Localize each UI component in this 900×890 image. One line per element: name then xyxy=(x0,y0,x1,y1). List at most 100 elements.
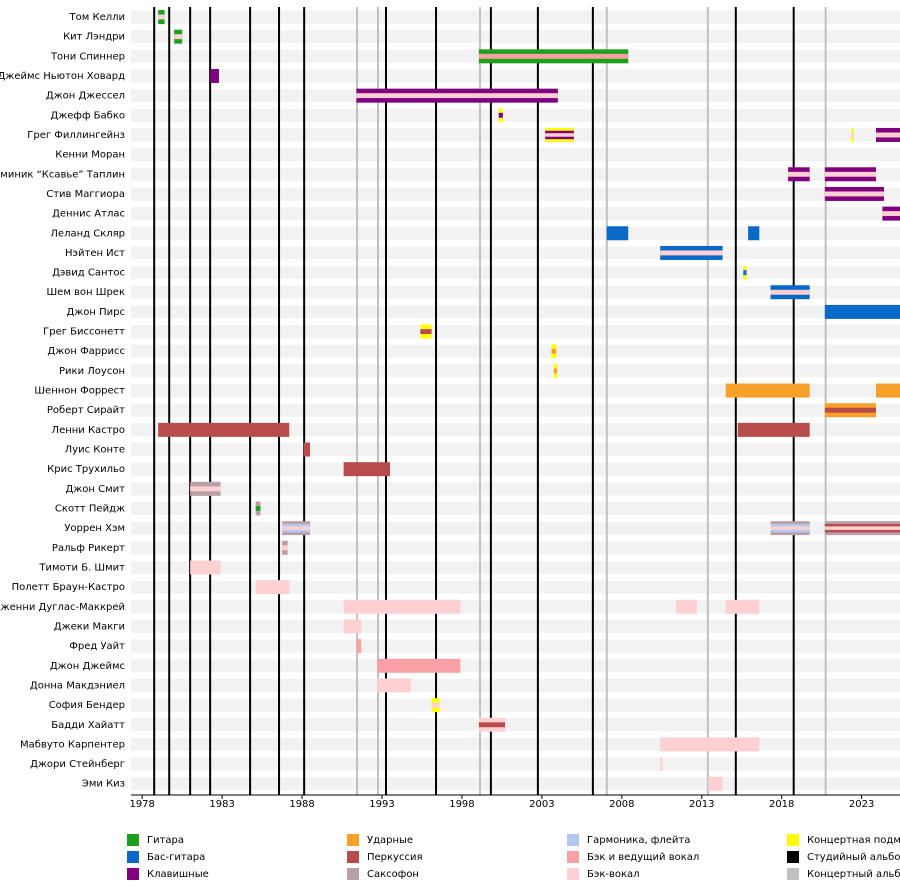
row-band xyxy=(131,639,900,653)
member-bar xyxy=(282,545,288,551)
member-bar xyxy=(725,599,760,614)
legend-label: Бэк и ведущий вокал xyxy=(587,852,699,863)
member-name: Дэвид Сантос xyxy=(52,268,125,279)
member-name: Скотт Пейдж xyxy=(55,504,125,515)
member-bar xyxy=(210,68,219,83)
member-bar xyxy=(190,560,221,575)
row-band xyxy=(131,69,900,83)
member-name: Джефф Бабко xyxy=(50,110,125,121)
member-bar xyxy=(158,14,165,20)
member-name: София Бендер xyxy=(49,700,125,711)
member-name: Ральф Рикерт xyxy=(52,543,125,554)
row-band xyxy=(131,600,900,614)
row-band xyxy=(131,757,900,771)
row-band xyxy=(131,462,900,476)
member-name: Джон Смит xyxy=(65,484,125,495)
x-tick-label: 2008 xyxy=(609,799,634,810)
legend-label: Студийный альбом xyxy=(807,852,900,863)
member-bar xyxy=(743,270,747,276)
row-band xyxy=(131,148,900,162)
row-band xyxy=(131,30,900,44)
row-band xyxy=(131,108,900,122)
member-bar xyxy=(343,619,362,634)
member-bar xyxy=(676,599,697,614)
row-band xyxy=(131,246,900,260)
member-bar xyxy=(824,171,877,177)
legend-label: Гармоника, флейта xyxy=(587,835,690,846)
member-bar xyxy=(876,383,900,398)
legend-label: Бэк-вокал xyxy=(587,869,640,880)
member-bar xyxy=(356,93,558,99)
member-name: Мабвуто Карпентер xyxy=(20,739,125,750)
member-bar xyxy=(748,226,760,241)
member-name: Джон Джессел xyxy=(46,91,125,102)
x-tick-label: 1993 xyxy=(369,799,394,810)
member-bar xyxy=(851,132,854,138)
row-band xyxy=(131,266,900,280)
x-tick-label: 1988 xyxy=(289,799,314,810)
row-band xyxy=(131,207,900,221)
x-tick-label: 1978 xyxy=(129,799,154,810)
legend-swatch xyxy=(787,834,799,846)
member-name: Тони Спиннер xyxy=(50,51,125,62)
member-name: Луис Конте xyxy=(65,445,125,456)
member-bar xyxy=(478,722,506,728)
row-band xyxy=(131,128,900,142)
row-band xyxy=(131,619,900,633)
member-bar xyxy=(545,133,574,137)
member-bar xyxy=(876,132,900,138)
member-name: Уоррен Хэм xyxy=(64,523,125,534)
member-name: Грег Биссонетт xyxy=(43,327,125,338)
member-name: Джон Джеймс xyxy=(50,661,125,672)
member-bar xyxy=(174,34,183,40)
member-name: Дженни Дуглас-Маккрей xyxy=(0,602,125,613)
member-bar xyxy=(882,211,900,217)
x-tick-label: 1983 xyxy=(209,799,234,810)
member-name: Донна Макдэниел xyxy=(30,680,125,691)
member-name: Полетт Браун-Кастро xyxy=(12,582,125,593)
row-band xyxy=(131,187,900,201)
legend-swatch xyxy=(127,851,139,863)
row-band xyxy=(131,10,900,24)
member-bar xyxy=(770,526,810,530)
legend-label: Саксофон xyxy=(367,869,419,880)
member-bar xyxy=(356,639,362,654)
legend-swatch xyxy=(787,851,799,863)
legend-swatch xyxy=(347,834,359,846)
row-band xyxy=(131,777,900,791)
legend-label: Гитара xyxy=(147,835,184,846)
member-bar xyxy=(431,702,440,708)
member-bar xyxy=(377,678,411,693)
x-tick-label: 2003 xyxy=(529,799,554,810)
row-band xyxy=(131,560,900,574)
member-bar xyxy=(660,737,760,752)
member-bar xyxy=(255,506,261,511)
row-band xyxy=(131,167,900,181)
member-bar xyxy=(708,776,723,791)
row-band xyxy=(131,403,900,417)
legend-label: Концертная подмена xyxy=(807,835,900,846)
legend-swatch xyxy=(127,834,139,846)
member-bar xyxy=(343,599,461,614)
legend-label: Бас-гитара xyxy=(147,852,205,863)
member-bar xyxy=(498,112,503,118)
member-name: Джори Стейнберг xyxy=(30,759,125,770)
member-name: Джеймс Ньютон Ховард xyxy=(0,71,125,82)
member-name: Тимоти Б. Шмит xyxy=(38,562,125,573)
row-band xyxy=(131,305,900,319)
member-name: Рики Лоусон xyxy=(59,366,125,377)
member-name: Эми Киз xyxy=(82,779,125,790)
member-bar xyxy=(255,580,290,595)
legend-swatch xyxy=(567,868,579,880)
row-band xyxy=(131,678,900,692)
member-bar xyxy=(788,171,810,177)
legend-label: Концертный альбом xyxy=(807,869,900,880)
member-bar xyxy=(377,658,461,673)
legend-swatch xyxy=(567,834,579,846)
legend-swatch xyxy=(787,868,799,880)
member-name: Джон Пирс xyxy=(66,307,125,318)
row-band xyxy=(131,737,900,751)
member-name: Леланд Скляр xyxy=(50,228,125,239)
